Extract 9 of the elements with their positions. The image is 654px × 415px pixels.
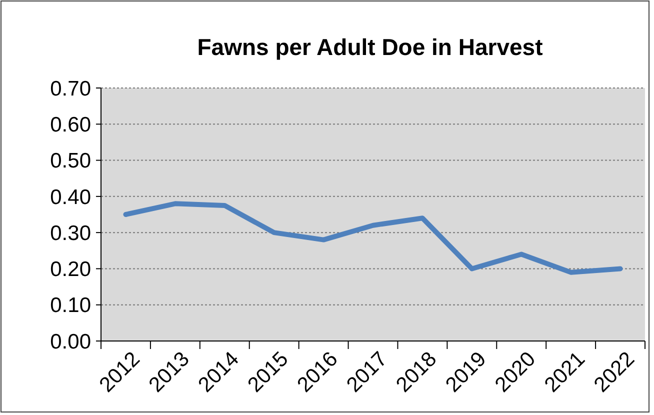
y-tick-label: 0.00	[50, 330, 91, 354]
y-tick-label: 0.70	[50, 77, 91, 100]
y-tick-label: 0.60	[50, 113, 91, 136]
y-tick-label: 0.20	[50, 258, 91, 282]
chart-title: Fawns per Adult Doe in Harvest	[197, 34, 544, 60]
y-tick-label: 0.40	[50, 186, 91, 209]
y-tick-label: 0.30	[50, 222, 91, 245]
y-tick-label: 0.50	[50, 150, 91, 173]
y-tick-label: 0.10	[50, 294, 91, 318]
